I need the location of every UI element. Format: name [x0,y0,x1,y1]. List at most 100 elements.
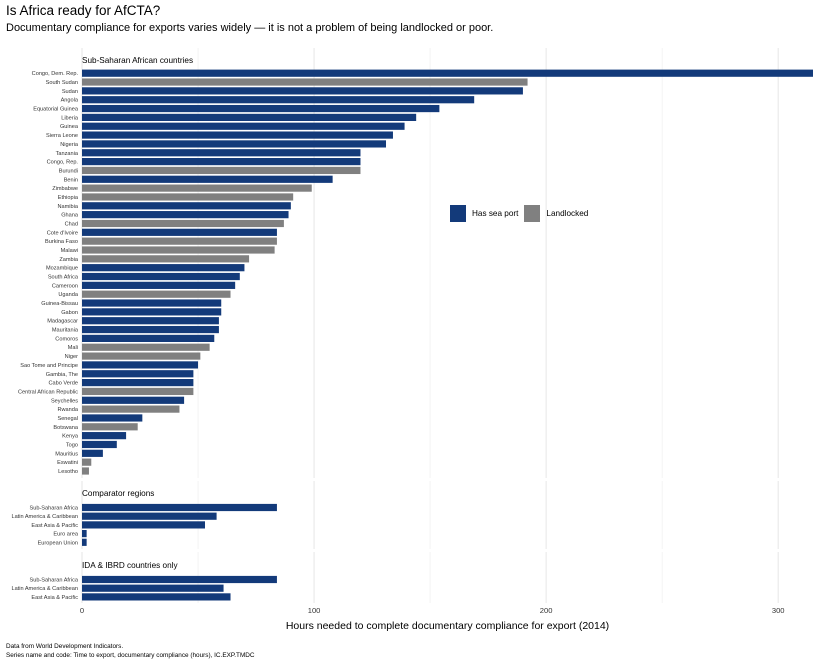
caption-line-series: Series name and code: Time to export, do… [6,651,255,659]
bar [82,458,92,466]
bar [82,246,275,254]
category-label: Sierra Leone [46,133,78,139]
category-label: Nigeria [60,142,79,148]
bar [82,449,103,457]
legend-label-landlocked: Landlocked [546,209,589,218]
category-label: Botswana [53,425,78,431]
bar [82,69,813,77]
bar [82,538,87,546]
bar [82,521,205,529]
bar [82,414,143,422]
x-tick-label: 0 [80,606,84,615]
legend: Has sea port Landlocked [450,205,594,222]
legend-swatch-sea-port [450,205,466,222]
caption: Data from World Development Indicators. … [6,643,255,660]
category-label: Ethiopia [58,195,79,201]
bar [82,379,194,387]
legend-item-sea-port: Has sea port [450,205,518,222]
legend-swatch-landlocked [524,205,541,222]
category-label: Sudan [62,89,78,95]
chart-title: Is Africa ready for AfCTA? [6,3,161,18]
bar [82,272,240,281]
category-label: South Africa [48,275,79,281]
bar [82,175,333,183]
bar [82,193,294,201]
category-label: Rwanda [57,407,78,413]
caption-line-source: Data from World Development Indicators. [6,643,124,650]
category-label: Latin America & Caribbean [11,514,78,520]
category-label: Guinea [60,124,79,130]
category-label: Guinea-Bissau [41,301,78,307]
category-label: Eswatini [57,460,78,466]
category-label: East Asia & Pacific [31,595,78,601]
category-label: Cabo Verde [48,381,78,387]
bar [82,78,528,86]
category-label: Kenya [62,434,79,440]
category-label: Zambia [59,257,79,263]
bar [82,423,138,431]
bar [82,237,277,245]
category-label: Euro area [53,532,78,538]
category-label: Togo [66,442,78,448]
category-label: Burundi [59,168,78,174]
category-label: Equatorial Guinea [33,107,79,113]
bar [82,264,245,272]
category-label: Cote d'Ivoire [47,230,78,236]
bar [82,387,194,396]
category-label: South Sudan [46,80,78,86]
legend-label-sea-port: Has sea port [472,209,519,218]
bar [82,343,210,351]
x-axis-title: Hours needed to complete documentary com… [286,620,609,632]
bar [82,467,89,475]
bar [82,512,217,520]
bar [82,122,405,130]
category-label: European Union [38,540,78,546]
category-label: Angola [61,98,79,104]
category-label: Gambia, The [46,372,78,378]
bar [82,308,222,316]
bar [82,405,180,413]
bar [82,361,199,369]
bar [82,325,219,334]
category-label: Zimbabwe [52,186,78,192]
category-label: Cameroon [52,283,78,289]
bar [82,158,361,166]
category-label: Comoros [55,336,78,342]
category-label: East Asia & Pacific [31,523,78,529]
bar [82,211,289,219]
bar [82,396,185,404]
category-label: Senegal [57,416,78,422]
category-label: Gabon [61,310,78,316]
category-label: Mozambique [46,266,78,272]
category-label: Namibia [57,204,78,210]
bar [82,166,361,175]
bar [82,299,222,307]
category-label: Niger [65,354,79,360]
legend-item-landlocked: Landlocked [524,205,588,222]
category-label: Central African Republic [18,389,78,395]
x-tick-label: 100 [308,606,321,615]
bar [82,87,523,95]
bar [82,334,215,342]
category-label: Madagascar [47,319,78,325]
bar [82,575,277,584]
bar [82,184,312,192]
bar [82,503,277,512]
category-label: Congo, Dem. Rep. [32,71,79,77]
category-label: Mauritius [55,451,78,457]
panel-title: IDA & IBRD countries only [82,561,178,570]
panel-title: Comparator regions [82,489,154,498]
category-label: Lesotho [58,469,78,475]
bar [82,131,393,139]
bar [82,96,475,104]
bar [82,228,277,236]
category-label: Burkina Faso [45,239,78,245]
category-label: Uganda [58,292,78,298]
bar [82,317,219,325]
category-label: Liberia [61,115,79,121]
bar [82,113,417,121]
bar [82,370,194,378]
bar [82,593,231,601]
panel-title: Sub-Saharan African countries [82,56,193,65]
x-tick-label: 200 [540,606,553,615]
